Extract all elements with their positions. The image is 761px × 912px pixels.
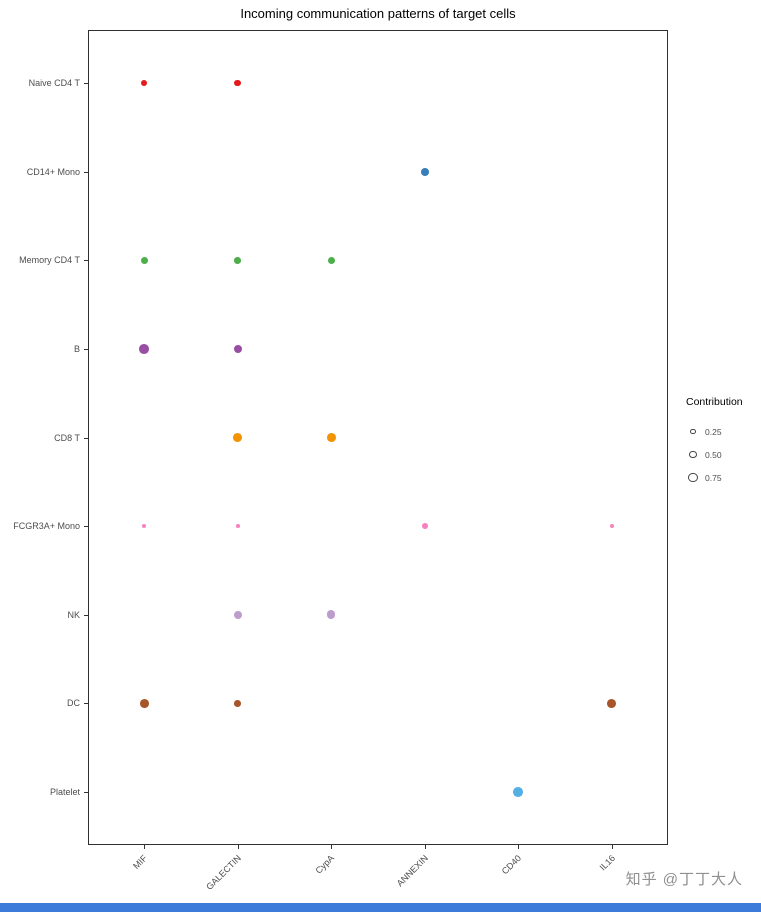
- data-point: [234, 699, 241, 707]
- data-point: [140, 256, 148, 264]
- x-axis-tick: [424, 845, 426, 849]
- footer-bar: [0, 903, 761, 912]
- y-axis-tick: [84, 348, 88, 350]
- legend-circle-slot: [686, 425, 700, 439]
- data-point: [142, 524, 147, 529]
- x-axis-tick: [144, 845, 146, 849]
- y-axis-tick: [84, 83, 88, 85]
- y-axis-label: NK: [67, 609, 80, 620]
- y-axis-tick: [84, 703, 88, 705]
- y-axis-label: B: [73, 343, 80, 354]
- legend-size-circle: [690, 428, 696, 435]
- data-point: [327, 256, 335, 264]
- y-axis-label: Naive CD4 T: [28, 78, 80, 89]
- legend-items: 0.25 0.50 0.75: [686, 420, 761, 489]
- data-point: [139, 344, 149, 354]
- data-point: [421, 523, 428, 529]
- watermark: 知乎 @丁丁大人: [625, 871, 743, 888]
- data-point: [234, 79, 241, 87]
- legend-item: 0.25: [686, 420, 761, 443]
- data-point: [326, 433, 336, 442]
- y-axis-tick: [84, 437, 88, 439]
- data-point: [233, 344, 242, 353]
- x-axis-tick: [518, 845, 520, 849]
- data-point: [420, 167, 429, 176]
- data-point: [233, 610, 242, 619]
- x-axis-tick: [331, 845, 333, 849]
- legend-size-circle: [689, 450, 697, 459]
- y-axis-label: CD8 T: [54, 432, 80, 443]
- x-axis-tick: [611, 845, 613, 849]
- legend-item: 0.50: [686, 443, 761, 466]
- y-axis-tick: [84, 526, 88, 528]
- legend-size-label: 0.25: [705, 426, 722, 437]
- data-point: [235, 524, 240, 528]
- data-point: [609, 524, 614, 529]
- x-axis-tick: [237, 845, 239, 849]
- legend-size-label: 0.75: [705, 472, 722, 483]
- data-point: [327, 610, 336, 619]
- legend-size-circle: [688, 472, 698, 483]
- legend-size-label: 0.50: [705, 449, 722, 460]
- y-axis-label: CD14+ Mono: [26, 166, 80, 177]
- y-axis-tick: [84, 791, 88, 793]
- data-point: [141, 80, 148, 87]
- y-axis-label: DC: [67, 698, 80, 709]
- legend-item: 0.75: [686, 466, 761, 489]
- y-axis-label: Platelet: [49, 786, 80, 797]
- data-point: [234, 257, 241, 264]
- y-axis-tick: [84, 614, 88, 616]
- y-axis-tick: [84, 260, 88, 262]
- data-point: [139, 698, 149, 708]
- legend: Contribution 0.25 0.50 0.75: [686, 396, 761, 489]
- y-axis-tick: [84, 171, 88, 173]
- plot-panel: [88, 30, 668, 845]
- data-point: [233, 433, 243, 442]
- y-axis-label: Memory CD4 T: [19, 255, 80, 266]
- legend-circle-slot: [686, 448, 700, 462]
- data-point: [513, 786, 524, 797]
- data-point: [607, 698, 617, 708]
- chart-title: Incoming communication patterns of targe…: [240, 6, 516, 21]
- y-axis-label: FCGR3A+ Mono: [13, 521, 80, 532]
- legend-circle-slot: [686, 471, 700, 485]
- legend-title: Contribution: [686, 396, 743, 408]
